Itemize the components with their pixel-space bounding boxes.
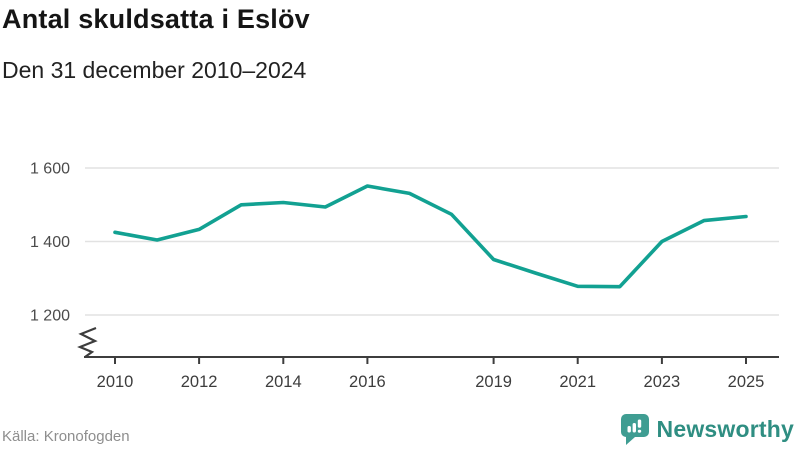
newsworthy-icon <box>620 414 649 445</box>
source-caption: Källa: Kronofogden <box>2 428 130 445</box>
x-tick-label: 2023 <box>644 373 681 391</box>
newsworthy-wordmark: Newsworthy <box>656 416 794 442</box>
y-tick-label: 1 600 <box>30 161 70 178</box>
y-axis-break-icon <box>77 326 98 358</box>
x-tick-label: 2025 <box>728 373 765 391</box>
page-title: Antal skuldsatta i Eslöv <box>2 4 310 34</box>
gridlines <box>85 167 779 316</box>
x-tick-label: 2010 <box>97 373 134 391</box>
chart-subtitle: Den 31 december 2010–2024 <box>2 57 307 83</box>
x-axis-labels: 2010 2012 2014 2016 2019 2021 2023 2025 <box>97 373 765 391</box>
x-axis-ticks <box>114 357 747 364</box>
x-tick-label: 2021 <box>559 373 596 391</box>
x-tick-label: 2016 <box>349 373 386 391</box>
newsworthy-logo: Newsworthy <box>620 414 794 445</box>
y-tick-label: 1 200 <box>30 308 70 325</box>
x-tick-label: 2014 <box>265 373 302 391</box>
x-tick-label: 2012 <box>181 373 218 391</box>
x-tick-label: 2019 <box>475 373 512 391</box>
y-tick-label: 1 400 <box>30 234 70 251</box>
y-axis-labels: 1 600 1 400 1 200 <box>30 161 70 325</box>
x-axis <box>77 326 779 358</box>
data-series-line <box>113 184 748 289</box>
